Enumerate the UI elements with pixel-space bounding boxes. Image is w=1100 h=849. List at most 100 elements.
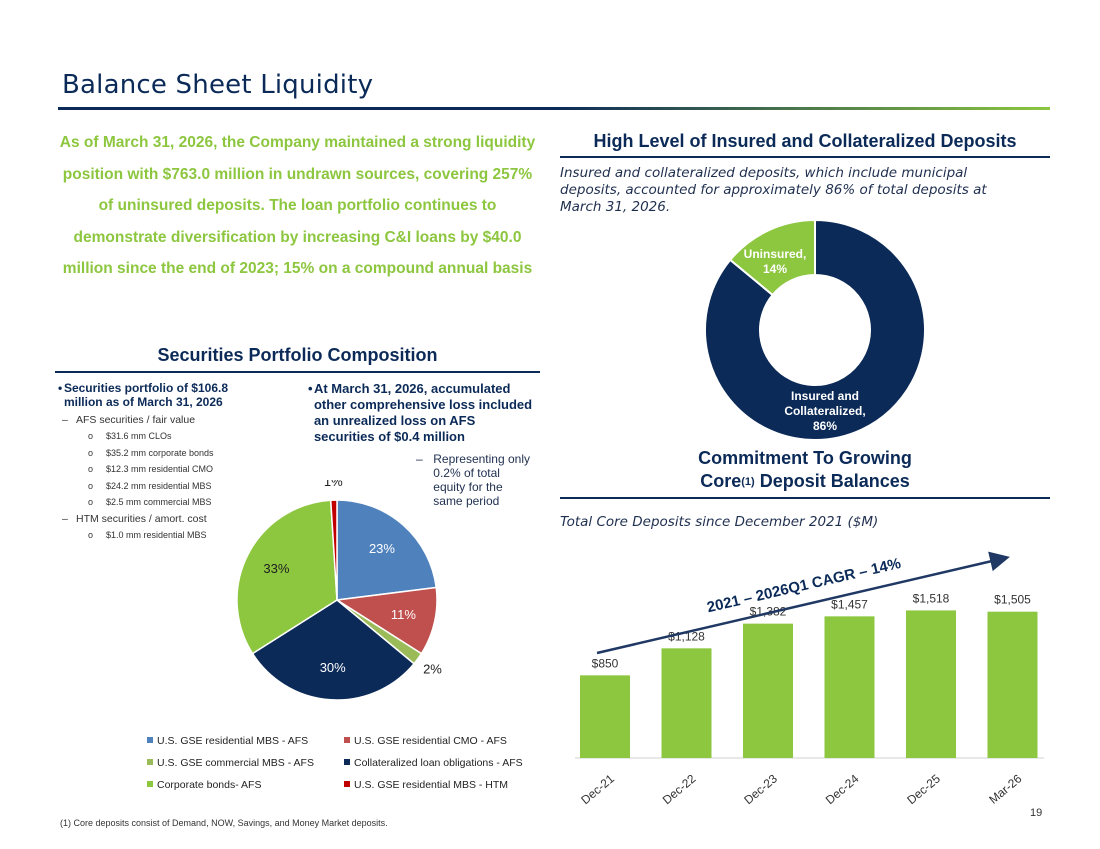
bar bbox=[661, 648, 712, 758]
bar bbox=[743, 623, 793, 758]
deposits-donut-chart: Insured and Collateralized, 86% Uninsured, 1… bbox=[704, 218, 926, 441]
bar bbox=[906, 610, 956, 758]
legend-item: U.S. GSE residential CMO - AFS bbox=[344, 735, 507, 747]
bar-value-label: $1,457 bbox=[831, 597, 868, 611]
bar-value-label: $850 bbox=[592, 656, 619, 670]
deposits-heading: High Level of Insured and Collateralized… bbox=[593, 131, 1017, 151]
x-tick-label: Dec-24 bbox=[823, 771, 862, 807]
htm-label-row: – HTM securities / amort. cost bbox=[62, 512, 207, 525]
legend-swatch bbox=[344, 781, 350, 787]
bar bbox=[987, 611, 1038, 758]
footnote: (1) Core deposits consist of Demand, NOW… bbox=[60, 818, 388, 828]
htm-label: HTM securities / amort. cost bbox=[76, 512, 207, 525]
sub-bullet-marker: o bbox=[88, 497, 94, 507]
sub-bullet-marker: o bbox=[88, 431, 94, 441]
sub-bullet-marker: o bbox=[88, 447, 94, 458]
legend-swatch bbox=[147, 759, 153, 765]
securities-heading: Securities Portfolio Composition bbox=[157, 345, 438, 365]
page-title: Balance Sheet Liquidity bbox=[62, 70, 374, 100]
cagr-arrow bbox=[596, 551, 1010, 655]
afs-item-text: $2.5 mm commercial MBS bbox=[106, 497, 212, 507]
pie-slice bbox=[329, 499, 338, 601]
aoci-sub-text: Representing only 0.2% of total equity f… bbox=[433, 452, 530, 508]
donut-label-uninsured: Uninsured, 14% bbox=[744, 247, 807, 276]
intro-paragraph: As of March 31, 2026, the Company mainta… bbox=[59, 134, 536, 277]
pie-data-label: 11% bbox=[391, 607, 416, 622]
afs-item: o $24.2 mm residential MBS bbox=[88, 478, 258, 495]
core-divider bbox=[560, 497, 1050, 499]
page-number: 19 bbox=[1030, 807, 1043, 819]
afs-item-text: $35.2 mm corporate bonds bbox=[106, 447, 214, 458]
legend-item: Collateralized loan obligations - AFS bbox=[344, 757, 523, 769]
afs-item-text: $24.2 mm residential MBS bbox=[106, 480, 212, 491]
legend-label: Collateralized loan obligations - AFS bbox=[354, 757, 523, 769]
core-heading: Commitment To Growing Core(1) Deposit Ba… bbox=[560, 447, 1050, 494]
bullet-portfolio: • Securities portfolio of $106.8 million… bbox=[58, 381, 258, 409]
bar-value-label: $1,128 bbox=[668, 629, 705, 643]
donut-label-insured: Insured and Collateralized, 86% bbox=[784, 389, 865, 433]
afs-item: o $35.2 mm corporate bonds bbox=[88, 445, 258, 462]
deposits-note: Insured and collateralized deposits, whi… bbox=[560, 165, 987, 215]
deposits-divider bbox=[560, 156, 1050, 158]
htm-list: o $1.0 mm residential MBS bbox=[58, 527, 258, 544]
legend-swatch bbox=[147, 737, 153, 743]
bar-value-label: $1,505 bbox=[994, 593, 1031, 607]
legend-item: U.S. GSE residential MBS - HTM bbox=[344, 779, 508, 791]
sub-bullet-marker: o bbox=[88, 464, 94, 474]
title-divider bbox=[58, 107, 1050, 110]
pie-data-label: 1% bbox=[324, 480, 343, 489]
pie-data-label: 30% bbox=[320, 660, 346, 675]
pie-data-label: 2% bbox=[423, 661, 442, 676]
legend-label: U.S. GSE commercial MBS - AFS bbox=[157, 757, 314, 769]
htm-item-text: $1.0 mm residential MBS bbox=[106, 529, 207, 540]
legend-item: U.S. GSE commercial MBS - AFS bbox=[147, 757, 314, 769]
pie-data-label: 33% bbox=[263, 561, 289, 576]
aoci-bullets: • At March 31, 2026, accumulated other c… bbox=[308, 381, 533, 508]
donut-slice bbox=[728, 218, 816, 297]
legend-label: U.S. GSE residential CMO - AFS bbox=[354, 735, 507, 747]
cagr-label: 2021 – 2026Q1 CAGR – 14% bbox=[705, 555, 902, 616]
bar bbox=[580, 675, 630, 758]
x-tick-label: Dec-23 bbox=[741, 771, 780, 807]
sub-bullet-marker: o bbox=[88, 529, 94, 540]
securities-divider bbox=[55, 371, 540, 373]
legend-swatch bbox=[147, 781, 153, 787]
sub-bullet-marker: o bbox=[88, 480, 94, 491]
securities-legend: U.S. GSE residential MBS - AFS U.S. GSE r… bbox=[147, 735, 547, 801]
legend-label: Corporate bonds- AFS bbox=[157, 779, 262, 791]
core-heading-line2: Core(1) Deposit Balances bbox=[700, 471, 910, 491]
donut-slice bbox=[704, 218, 926, 441]
securities-pie-chart: 23% 11% 2% 30% 33% 1% bbox=[236, 480, 442, 700]
afs-list: o $31.6 mm CLOs o $35.2 mm corporate bonds o… bbox=[58, 428, 258, 511]
bullet-portfolio-text: Securities portfolio of $106.8 million a… bbox=[63, 381, 228, 409]
core-deposits-bar-chart: $850Dec-21$1,128Dec-22$1,382Dec-23$1,457… bbox=[575, 551, 1044, 807]
x-tick-label: Dec-21 bbox=[578, 771, 617, 807]
x-tick-label: Mar-26 bbox=[986, 771, 1024, 806]
legend-item: U.S. GSE residential MBS - AFS bbox=[147, 735, 308, 747]
afs-label: AFS securities / fair value bbox=[76, 414, 196, 426]
htm-item: o $1.0 mm residential MBS bbox=[88, 527, 258, 544]
bullet-aoci: • At March 31, 2026, accumulated other c… bbox=[308, 381, 533, 444]
pie-slice bbox=[336, 499, 438, 601]
x-tick-label: Dec-25 bbox=[904, 771, 943, 807]
pie-slice bbox=[251, 599, 416, 700]
legend-item: Corporate bonds- AFS bbox=[147, 779, 261, 791]
legend-label: U.S. GSE residential MBS - AFS bbox=[157, 735, 309, 747]
legend-swatch bbox=[344, 759, 350, 765]
core-heading-line1: Commitment To Growing bbox=[698, 448, 912, 468]
afs-item: o $2.5 mm commercial MBS bbox=[88, 494, 258, 511]
afs-item-text: $12.3 mm residential CMO bbox=[106, 464, 214, 474]
afs-item: o $31.6 mm CLOs bbox=[88, 428, 258, 445]
bar-value-label: $1,518 bbox=[913, 591, 950, 605]
core-note: Total Core Deposits since December 2021 … bbox=[560, 514, 879, 530]
aoci-sub-row: – Representing only 0.2% of total equity… bbox=[416, 452, 533, 508]
legend-label: U.S. GSE residential MBS - HTM bbox=[354, 779, 509, 791]
afs-item-text: $31.6 mm CLOs bbox=[106, 431, 172, 441]
securities-bullets: • Securities portfolio of $106.8 million… bbox=[58, 381, 258, 543]
aoci-text: At March 31, 2026, accumulated other com… bbox=[313, 381, 533, 444]
pie-slice bbox=[236, 499, 338, 655]
afs-label-row: – AFS securities / fair value bbox=[62, 414, 196, 426]
pie-slice bbox=[334, 586, 438, 655]
legend-swatch bbox=[344, 737, 350, 743]
bar bbox=[824, 616, 875, 758]
